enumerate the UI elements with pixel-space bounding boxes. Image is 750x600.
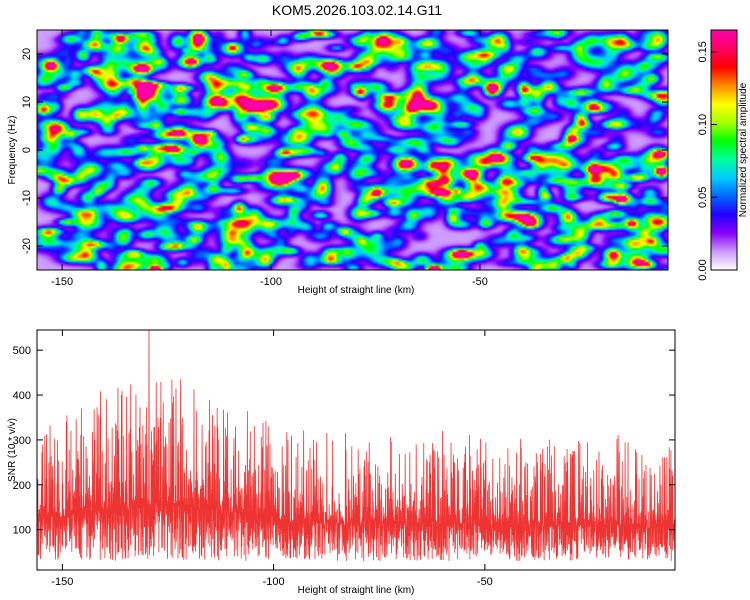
heatmap-y-tick-label: 20 [21,48,33,60]
snr-frame [36,329,676,571]
figure-title: KOM5.2026.103.02.14.G11 [272,2,442,18]
heatmap-y-label: Frequency (Hz) [7,116,18,185]
heatmap-x-label: Height of straight line (km) [298,285,415,296]
snr-y-label: SNR (10 * v/v) [7,418,18,482]
snr-panel: -150 -100 -50 100 200 300 400 500 Height of st… [7,329,676,596]
colorbar-tick-label: 0.00 [697,259,709,280]
snr-y-tick-label: 200 [13,480,31,492]
snr-x-label: Height of straight line (km) [298,585,415,596]
heatmap-y-tick-label: -20 [21,238,33,254]
colorbar-fill [710,29,738,271]
heatmap-y-tick-label: -10 [21,190,33,206]
snr-y-ticks: 100 200 300 400 500 [13,345,675,537]
heatmap-x-ticks: -150 -100 -50 [51,30,488,288]
heatmap-x-tick-label: -100 [260,276,282,288]
snr-y-tick-label: 400 [13,390,31,402]
snr-x-tick-label: -100 [263,576,285,588]
snr-x-tick-label: -50 [477,576,493,588]
heatmap-y-tick-label: 10 [21,96,33,108]
heatmap-image [37,30,668,270]
colorbar-label: Normalized spectral amplitude [738,82,749,217]
colorbar: 0.00 0.05 0.10 0.15 Normalized spectral amp… [697,29,749,281]
snr-series-line [37,330,675,561]
snr-y-tick-label: 100 [13,525,31,537]
colorbar-tick-label: 0.05 [697,187,709,208]
heatmap-x-tick-label: -50 [472,276,488,288]
heatmap-x-tick-label: -150 [51,276,73,288]
snr-y-tick-label: 500 [13,345,31,357]
colorbar-tick-label: 0.10 [697,114,709,135]
colorbar-tick-label: 0.15 [697,41,709,62]
snr-x-ticks: -150 -100 -50 [51,330,493,588]
snr-x-tick-label: -150 [51,576,73,588]
heatmap-y-ticks: -20 -10 0 10 20 [21,48,668,254]
colorbar-ticks: 0.00 0.05 0.10 0.15 [697,41,717,281]
snr-y-tick-label: 300 [13,435,31,447]
heatmap-y-tick-label: 0 [21,147,33,153]
